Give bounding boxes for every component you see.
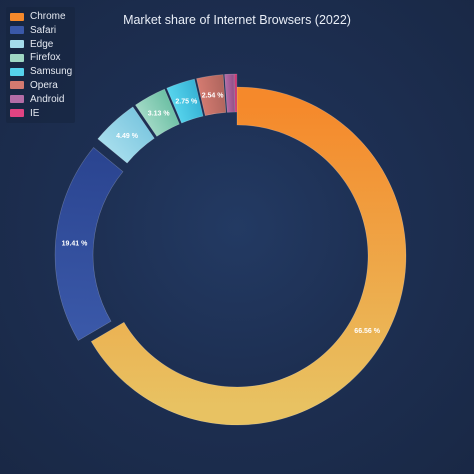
legend-item-android[interactable]: Android xyxy=(8,93,75,106)
legend-item-samsung[interactable]: Samsung xyxy=(8,65,75,78)
slice-firefox[interactable] xyxy=(134,88,180,137)
data-label-chrome: 66.56 % xyxy=(354,328,380,335)
legend-label: Samsung xyxy=(30,66,73,78)
legend-item-edge[interactable]: Edge xyxy=(8,38,75,51)
slice-edge[interactable] xyxy=(97,106,155,164)
legend-swatch xyxy=(10,95,24,104)
legend-label: IE xyxy=(30,107,40,119)
legend-item-firefox[interactable]: Firefox xyxy=(8,51,75,64)
legend-swatch xyxy=(10,67,24,76)
legend-label: Android xyxy=(30,93,65,105)
data-label-opera: 2.54 % xyxy=(202,92,225,99)
legend-swatch xyxy=(10,26,24,35)
legend-item-safari[interactable]: Safari xyxy=(8,24,75,37)
legend-label: Firefox xyxy=(30,52,61,64)
data-label-firefox: 3.13 % xyxy=(148,111,171,118)
slice-ie[interactable] xyxy=(234,73,238,113)
slice-android[interactable] xyxy=(224,73,235,113)
legend-swatch xyxy=(10,40,24,49)
legend-label: Opera xyxy=(30,79,58,91)
slice-safari[interactable] xyxy=(54,147,124,341)
slice-samsung[interactable] xyxy=(166,78,204,124)
data-label-edge: 4.49 % xyxy=(116,133,139,140)
slice-chrome[interactable] xyxy=(90,86,407,426)
slice-opera[interactable] xyxy=(196,74,227,116)
legend: Chrome Safari Edge Firefox Samsung Opera Andro… xyxy=(6,7,75,124)
legend-swatch xyxy=(10,109,24,118)
legend-item-opera[interactable]: Opera xyxy=(8,79,75,92)
legend-label: Safari xyxy=(30,24,57,36)
legend-swatch xyxy=(10,81,24,90)
legend-label: Chrome xyxy=(30,11,66,22)
chart-title: Market share of Internet Browsers (2022) xyxy=(123,13,351,27)
legend-item-ie[interactable]: IE xyxy=(8,107,75,120)
legend-item-chrome[interactable]: Chrome xyxy=(8,10,75,23)
legend-label: Edge xyxy=(30,38,54,50)
legend-swatch xyxy=(10,53,24,62)
data-label-safari: 19.41 % xyxy=(62,241,88,248)
data-label-samsung: 2.75 % xyxy=(175,99,198,106)
legend-swatch xyxy=(10,12,24,21)
